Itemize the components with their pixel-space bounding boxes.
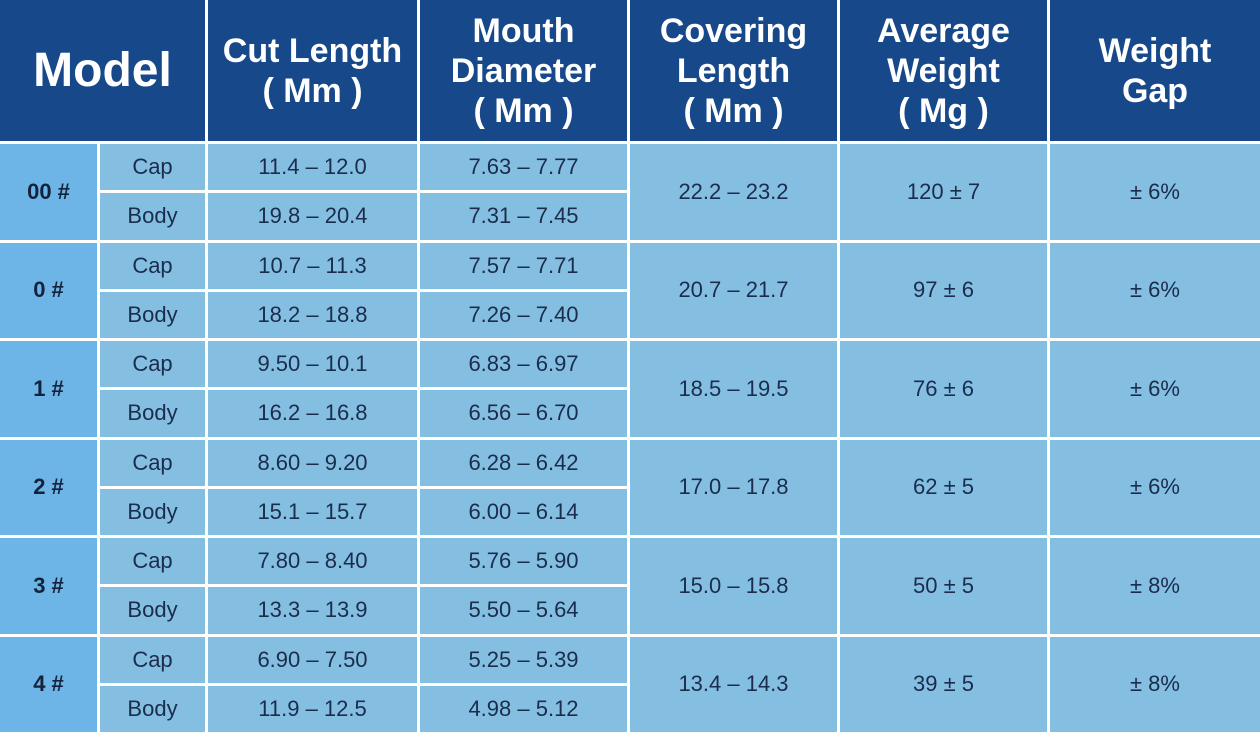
covering-length-cell: 15.0 – 15.8 [630,538,837,634]
cut-length-cell: 15.1 – 15.7 [208,488,417,535]
cut-length-cell: 16.2 – 16.8 [208,390,417,437]
model-cell: 2 # [0,439,97,535]
cut-length-cell: 13.3 – 13.9 [208,587,417,634]
weight-gap-cell: ± 6% [1050,341,1260,437]
header-cell: Mouth Diameter( Mm ) [420,0,627,141]
part-cell: Body [100,587,205,634]
header-line: ( Mm ) [683,91,784,130]
header-line: Average [877,11,1010,50]
mouth-diameter-cell: 7.63 – 7.77 [420,144,627,191]
mouth-diameter-cell: 6.83 – 6.97 [420,341,627,388]
header-line: ( Mm ) [262,71,363,110]
mouth-diameter-cell: 6.28 – 6.42 [420,439,627,486]
mouth-diameter-cell: 5.50 – 5.64 [420,587,627,634]
header-line: Weight [1098,31,1212,70]
header-line: ( Mm ) [473,91,574,130]
part-cell: Cap [100,144,205,191]
part-cell: Body [100,390,205,437]
part-cell: Cap [100,636,205,683]
model-cell: 4 # [0,636,97,732]
header-line: Weight [887,51,1000,90]
cut-length-cell: 6.90 – 7.50 [208,636,417,683]
model-cell: 1 # [0,341,97,437]
average-weight-cell: 76 ± 6 [840,341,1047,437]
mouth-diameter-cell: 7.26 – 7.40 [420,291,627,338]
average-weight-cell: 62 ± 5 [840,439,1047,535]
header-line: Cut Length [222,31,403,70]
mouth-diameter-cell: 7.31 – 7.45 [420,193,627,240]
average-weight-cell: 120 ± 7 [840,144,1047,240]
covering-length-cell: 17.0 – 17.8 [630,439,837,535]
cut-length-cell: 8.60 – 9.20 [208,439,417,486]
header-cell: Average Weight( Mg ) [840,0,1047,141]
mouth-diameter-cell: 6.00 – 6.14 [420,488,627,535]
cut-length-cell: 19.8 – 20.4 [208,193,417,240]
header-line: Gap [1121,71,1189,110]
mouth-diameter-cell: 6.56 – 6.70 [420,390,627,437]
header-line: Length [676,51,791,90]
weight-gap-cell: ± 6% [1050,439,1260,535]
part-cell: Body [100,193,205,240]
part-cell: Cap [100,439,205,486]
part-cell: Body [100,685,205,732]
cut-length-cell: 9.50 – 10.1 [208,341,417,388]
header-line: Model [33,43,172,97]
weight-gap-cell: ± 8% [1050,636,1260,732]
average-weight-cell: 39 ± 5 [840,636,1047,732]
header-cell: Cut Length( Mm ) [208,0,417,141]
average-weight-cell: 97 ± 6 [840,242,1047,338]
cut-length-cell: 11.9 – 12.5 [208,685,417,732]
covering-length-cell: 13.4 – 14.3 [630,636,837,732]
header-line: Diameter [450,51,597,90]
header-line: ( Mg ) [898,91,989,130]
header-cell: Weight Gap [1050,0,1260,141]
weight-gap-cell: ± 6% [1050,242,1260,338]
part-cell: Body [100,488,205,535]
header-line: Mouth [472,11,575,50]
weight-gap-cell: ± 6% [1050,144,1260,240]
part-cell: Cap [100,341,205,388]
mouth-diameter-cell: 5.76 – 5.90 [420,538,627,585]
cut-length-cell: 7.80 – 8.40 [208,538,417,585]
part-cell: Cap [100,242,205,289]
header-cell: Covering Length( Mm ) [630,0,837,141]
part-cell: Cap [100,538,205,585]
weight-gap-cell: ± 8% [1050,538,1260,634]
covering-length-cell: 18.5 – 19.5 [630,341,837,437]
mouth-diameter-cell: 4.98 – 5.12 [420,685,627,732]
header-cell: Model [0,0,205,141]
covering-length-cell: 20.7 – 21.7 [630,242,837,338]
model-cell: 3 # [0,538,97,634]
cut-length-cell: 18.2 – 18.8 [208,291,417,338]
cut-length-cell: 10.7 – 11.3 [208,242,417,289]
average-weight-cell: 50 ± 5 [840,538,1047,634]
mouth-diameter-cell: 5.25 – 5.39 [420,636,627,683]
model-cell: 0 # [0,242,97,338]
cut-length-cell: 11.4 – 12.0 [208,144,417,191]
mouth-diameter-cell: 7.57 – 7.71 [420,242,627,289]
part-cell: Body [100,291,205,338]
header-line: Covering [659,11,808,50]
model-cell: 00 # [0,144,97,240]
covering-length-cell: 22.2 – 23.2 [630,144,837,240]
